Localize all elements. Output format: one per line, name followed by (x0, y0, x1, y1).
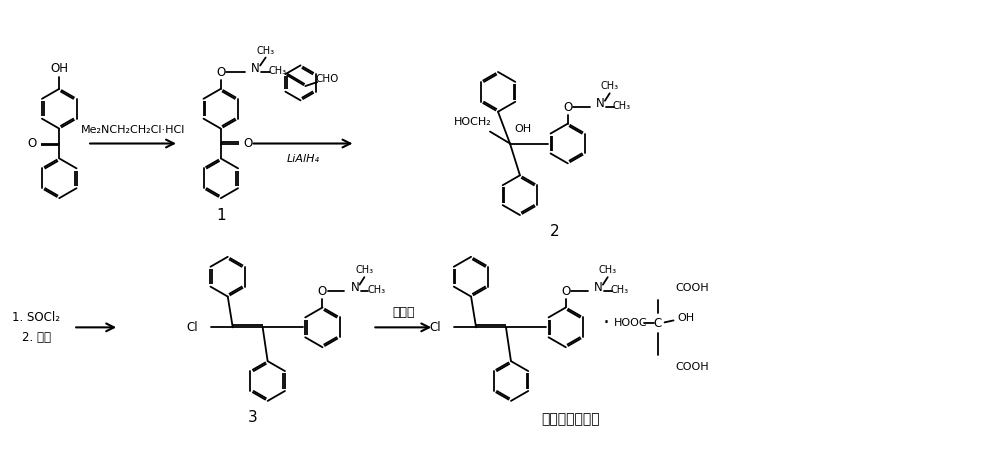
Text: 枯橼酸: 枯橼酸 (392, 306, 415, 319)
Text: Me₂NCH₂CH₂Cl·HCl: Me₂NCH₂CH₂Cl·HCl (81, 125, 185, 135)
Text: 2. 拆分: 2. 拆分 (22, 331, 51, 344)
Text: HOOC: HOOC (614, 319, 647, 328)
Text: CH₃: CH₃ (611, 285, 629, 295)
Text: O: O (28, 137, 37, 150)
Text: OH: OH (678, 313, 695, 324)
Text: CHO: CHO (316, 74, 339, 84)
Text: 2: 2 (550, 225, 560, 239)
Text: OH: OH (50, 63, 68, 76)
Text: CH₃: CH₃ (367, 285, 385, 295)
Text: 1. SOCl₂: 1. SOCl₂ (12, 311, 60, 324)
Text: N: N (596, 97, 605, 110)
Text: CH₃: CH₃ (599, 265, 617, 275)
Text: LiAlH₄: LiAlH₄ (287, 154, 320, 164)
Text: HOCH₂: HOCH₂ (454, 117, 492, 126)
Text: CH₃: CH₃ (601, 81, 619, 91)
Text: OH: OH (514, 124, 531, 134)
Text: COOH: COOH (676, 362, 709, 372)
Text: 1: 1 (216, 207, 226, 223)
Text: 枯橼酸托瑞米芬: 枯橼酸托瑞米芬 (541, 412, 600, 426)
Text: CH₃: CH₃ (269, 67, 287, 76)
Text: CH₃: CH₃ (257, 45, 275, 56)
Text: N: N (594, 281, 603, 293)
Text: O: O (243, 137, 252, 150)
Text: COOH: COOH (676, 283, 709, 293)
Text: Cl: Cl (430, 321, 441, 334)
Text: O: O (563, 101, 572, 114)
Text: O: O (216, 66, 225, 79)
Text: ·: · (602, 313, 609, 333)
Text: 3: 3 (248, 410, 258, 425)
Text: CH₃: CH₃ (613, 101, 631, 111)
Text: O: O (561, 284, 570, 297)
Text: C: C (653, 317, 662, 330)
Text: Cl: Cl (186, 321, 198, 334)
Text: N: N (251, 62, 260, 75)
Text: CH₃: CH₃ (355, 265, 373, 275)
Text: O: O (318, 284, 327, 297)
Text: N: N (351, 281, 360, 293)
